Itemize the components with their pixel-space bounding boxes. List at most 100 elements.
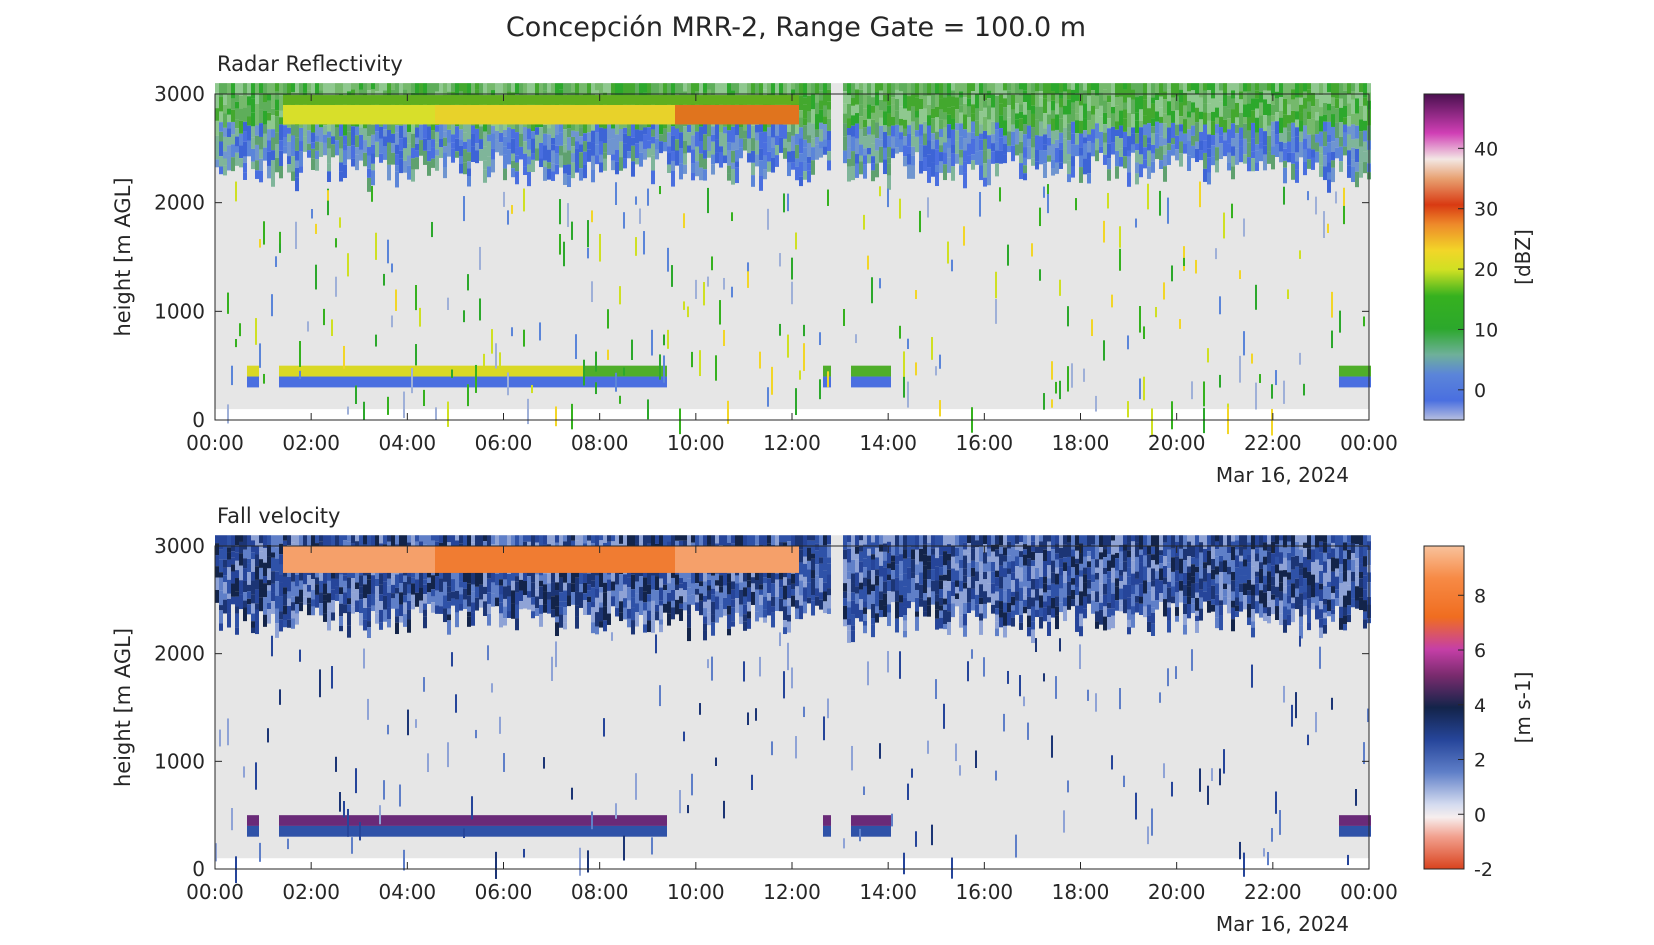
heatmap-cell bbox=[1291, 163, 1295, 180]
heatmap-cell bbox=[435, 590, 439, 606]
heatmap-cell bbox=[423, 150, 427, 165]
heatmap-cell bbox=[1323, 91, 1327, 103]
heatmap-cell bbox=[823, 93, 827, 106]
heatmap-cell bbox=[875, 535, 879, 548]
heatmap-cell bbox=[851, 151, 855, 166]
heatmap-cell bbox=[791, 83, 795, 90]
heatmap-cell bbox=[327, 376, 331, 388]
heatmap-cell bbox=[1187, 100, 1191, 112]
heatmap-cell bbox=[1051, 110, 1055, 119]
heatmap-cell bbox=[1119, 125, 1123, 139]
heatmap-cell bbox=[743, 661, 745, 682]
heatmap-cell bbox=[615, 365, 619, 377]
heatmap-cell bbox=[1183, 92, 1187, 106]
heatmap-cell bbox=[1059, 162, 1063, 169]
heatmap-cell bbox=[635, 196, 637, 205]
heatmap-cell bbox=[455, 599, 459, 613]
heatmap-cell bbox=[1055, 129, 1059, 140]
heatmap-cell bbox=[315, 150, 319, 160]
heatmap-cell bbox=[231, 583, 235, 597]
heatmap-cell bbox=[735, 167, 739, 184]
heatmap-cell bbox=[687, 578, 691, 588]
heatmap-cell bbox=[595, 825, 599, 837]
heatmap-cell bbox=[1251, 110, 1255, 123]
heatmap-cell bbox=[403, 391, 405, 419]
heatmap-cell bbox=[1303, 118, 1307, 126]
heatmap-cell bbox=[1139, 109, 1143, 121]
heatmap-cell bbox=[563, 95, 567, 105]
heatmap-cell bbox=[771, 366, 773, 395]
heatmap-cell bbox=[307, 95, 311, 105]
heatmap-cell bbox=[983, 100, 987, 108]
heatmap-cell bbox=[507, 365, 511, 377]
heatmap-cell bbox=[823, 365, 827, 377]
heatmap-cell bbox=[855, 334, 857, 344]
heatmap-cell bbox=[1107, 192, 1109, 209]
heatmap-cell bbox=[895, 535, 899, 546]
heatmap-cell bbox=[563, 601, 567, 607]
heatmap-cell bbox=[1247, 157, 1251, 172]
heatmap-cell bbox=[503, 191, 505, 207]
heatmap-cell bbox=[1147, 83, 1151, 97]
heatmap-cell bbox=[767, 535, 771, 544]
heatmap-cell bbox=[1075, 83, 1079, 94]
heatmap-cell bbox=[675, 599, 679, 615]
heatmap-cell bbox=[1191, 112, 1195, 126]
heatmap-cell bbox=[423, 535, 427, 545]
heatmap-cell bbox=[359, 365, 363, 377]
heatmap-cell bbox=[267, 609, 271, 624]
heatmap-cell bbox=[1187, 129, 1191, 142]
heatmap-cell bbox=[715, 535, 719, 544]
heatmap-cell bbox=[555, 83, 559, 99]
heatmap-cell bbox=[1023, 114, 1027, 125]
heatmap-cell bbox=[387, 95, 391, 105]
heatmap-cell bbox=[419, 124, 423, 141]
heatmap-cell bbox=[767, 570, 771, 579]
heatmap-cell bbox=[563, 144, 567, 153]
heatmap-cell bbox=[531, 546, 535, 573]
heatmap-cell bbox=[487, 578, 491, 593]
heatmap-cell bbox=[407, 619, 411, 633]
heatmap-cell bbox=[547, 535, 551, 545]
heatmap-cell bbox=[1151, 103, 1155, 119]
heatmap-cell bbox=[331, 666, 333, 689]
heatmap-cell bbox=[587, 815, 591, 826]
heatmap-cell bbox=[843, 83, 847, 92]
heatmap-cell bbox=[1087, 141, 1091, 153]
heatmap-cell bbox=[619, 535, 623, 544]
heatmap-cell bbox=[523, 104, 527, 125]
heatmap-cell bbox=[1187, 111, 1191, 118]
heatmap-cell bbox=[315, 264, 317, 290]
heatmap-cell bbox=[1055, 147, 1059, 163]
heatmap-cell bbox=[367, 95, 371, 105]
heatmap-cell bbox=[631, 574, 635, 590]
heatmap-cell bbox=[719, 546, 723, 573]
heatmap-cell bbox=[427, 150, 431, 162]
heatmap-cell bbox=[1351, 113, 1355, 125]
heatmap-cell bbox=[395, 171, 399, 188]
heatmap-cell bbox=[855, 593, 859, 604]
heatmap-cell bbox=[515, 83, 519, 95]
heatmap-cell bbox=[1167, 197, 1169, 224]
heatmap-cell bbox=[755, 570, 759, 581]
heatmap-cell bbox=[247, 96, 251, 106]
heatmap-cell bbox=[287, 104, 291, 125]
heatmap-cell bbox=[1251, 158, 1255, 172]
heatmap-cell bbox=[499, 376, 503, 388]
heatmap-cell bbox=[731, 142, 735, 151]
heatmap-cell bbox=[555, 153, 559, 165]
heatmap-cell bbox=[603, 104, 607, 125]
heatmap-cell bbox=[315, 594, 319, 608]
heatmap-cell bbox=[507, 104, 511, 125]
heatmap-cell bbox=[551, 144, 555, 151]
heatmap-cell bbox=[523, 188, 525, 212]
heatmap-cell bbox=[715, 609, 719, 623]
heatmap-cell bbox=[791, 123, 795, 136]
heatmap-cell bbox=[495, 130, 499, 140]
heatmap-cell bbox=[459, 129, 463, 140]
heatmap-cell bbox=[1339, 136, 1343, 147]
heatmap-cell bbox=[255, 815, 259, 826]
heatmap-cell bbox=[579, 815, 583, 826]
heatmap-cell bbox=[307, 365, 311, 377]
heatmap-cell bbox=[515, 155, 519, 163]
